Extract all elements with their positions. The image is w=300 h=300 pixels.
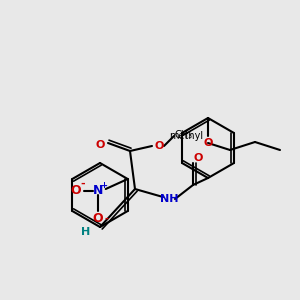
Text: O: O — [92, 212, 103, 226]
Text: O: O — [95, 140, 105, 150]
Text: CH₃: CH₃ — [175, 130, 193, 140]
Text: O: O — [70, 184, 81, 197]
Text: O: O — [193, 153, 203, 163]
Text: H: H — [81, 227, 91, 237]
Text: O: O — [154, 141, 164, 151]
Text: N: N — [92, 184, 103, 197]
Text: methyl: methyl — [169, 131, 203, 141]
Text: NH: NH — [160, 194, 178, 204]
Text: -: - — [80, 179, 85, 189]
Text: -: - — [105, 214, 109, 224]
Text: +: + — [100, 181, 107, 190]
Text: O: O — [203, 138, 213, 148]
